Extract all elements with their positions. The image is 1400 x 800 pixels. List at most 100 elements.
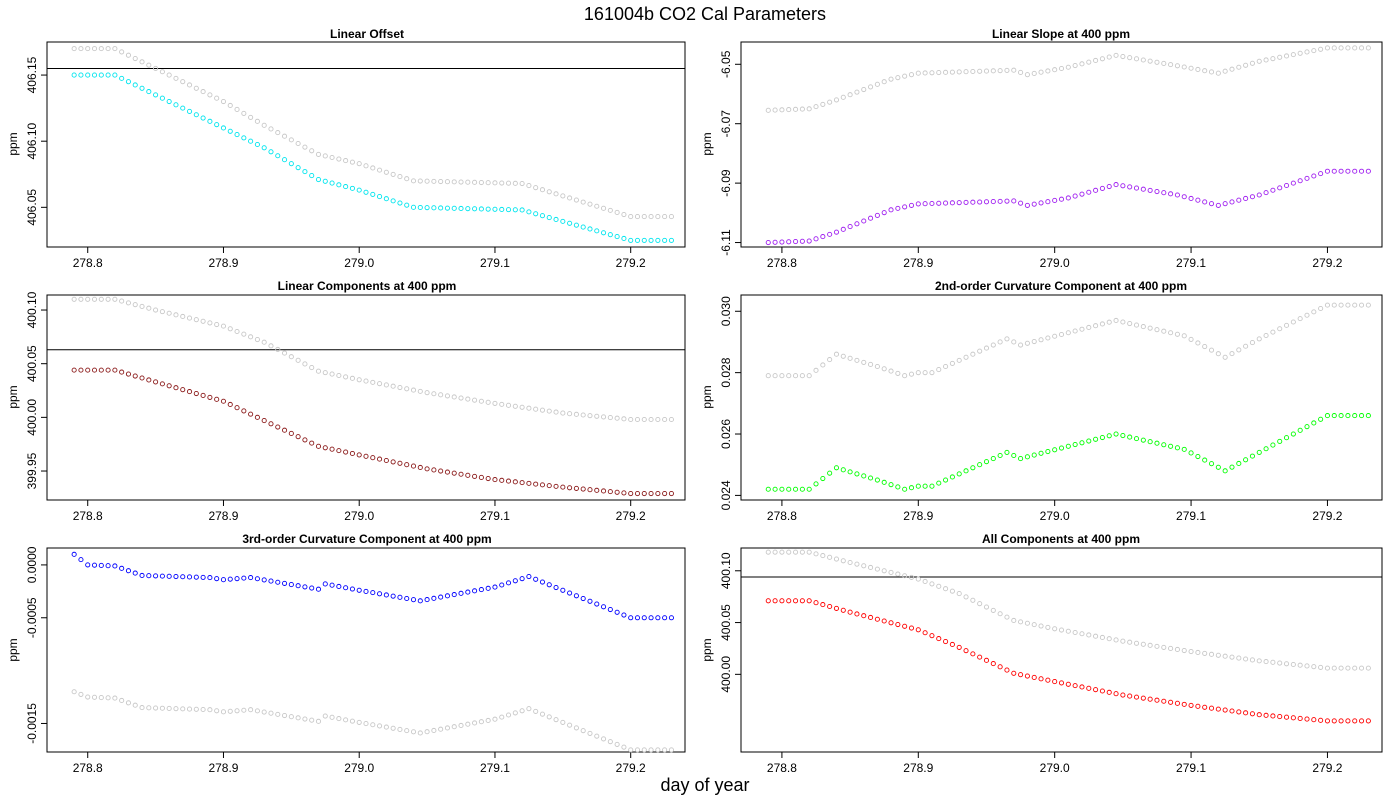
data-point [573, 411, 579, 417]
data-point [1215, 70, 1221, 76]
data-point [424, 466, 430, 472]
data-point [295, 140, 301, 147]
data-point [833, 351, 840, 357]
data-point [888, 368, 894, 374]
data-point [119, 49, 125, 55]
data-point [166, 72, 172, 78]
data-point [601, 205, 607, 211]
data-point [655, 214, 661, 220]
data-point [990, 607, 996, 613]
data-point [977, 199, 983, 205]
data-point [1133, 436, 1140, 442]
data-point [424, 390, 430, 396]
data-point [983, 459, 990, 465]
data-point [1031, 622, 1037, 628]
data-point [444, 593, 450, 599]
data-point [827, 470, 833, 476]
data-point [1256, 58, 1262, 64]
data-point [241, 575, 247, 581]
data-point [1004, 198, 1010, 204]
data-point [1004, 449, 1010, 455]
data-point [1297, 50, 1303, 56]
data-point [1052, 626, 1058, 632]
data-point [1215, 464, 1221, 470]
data-point [1072, 193, 1078, 199]
data-point [949, 588, 955, 594]
data-point [472, 720, 478, 726]
data-point [594, 733, 600, 739]
data-point [173, 385, 179, 391]
data-point [1011, 198, 1017, 204]
data-point [997, 452, 1003, 459]
data-point [1215, 706, 1221, 712]
data-point [1263, 190, 1269, 196]
data-point [220, 323, 227, 329]
data-point [526, 480, 532, 486]
data-point [275, 424, 281, 430]
data-point [902, 373, 908, 379]
plot-frame [46, 547, 686, 753]
plot-frame [46, 294, 686, 501]
data-point [505, 180, 512, 186]
data-point [85, 694, 91, 700]
data-point [881, 618, 887, 624]
data-point [949, 641, 955, 648]
data-point [793, 486, 799, 492]
data-point [1365, 168, 1371, 174]
data-point [786, 373, 792, 379]
data-point [908, 574, 915, 580]
data-point [888, 482, 894, 488]
data-point [779, 549, 785, 555]
y-axis-label: ppm [6, 638, 20, 661]
data-point [119, 565, 125, 571]
data-point [779, 598, 785, 604]
data-point [1283, 661, 1290, 667]
data-point [227, 708, 233, 714]
data-point [580, 224, 586, 230]
data-point [227, 401, 233, 408]
data-point [820, 475, 826, 482]
data-point [970, 351, 976, 357]
data-point [1277, 714, 1283, 720]
data-point [309, 365, 315, 371]
data-point [915, 576, 921, 582]
data-point [874, 81, 880, 87]
data-point [499, 477, 505, 483]
data-point [465, 589, 471, 595]
x-tick-label: 279.2 [616, 509, 646, 523]
data-point [397, 460, 403, 466]
data-point [772, 598, 778, 604]
data-point [105, 296, 111, 302]
data-point [621, 490, 627, 496]
data-point [512, 479, 518, 485]
data-point [628, 214, 634, 220]
data-point [329, 714, 335, 720]
data-point [485, 475, 491, 482]
data-point [854, 357, 860, 363]
data-point [895, 75, 901, 81]
data-point [214, 95, 220, 101]
data-point [485, 585, 491, 591]
data-point [970, 68, 976, 75]
data-point [806, 238, 812, 244]
data-point [1338, 665, 1344, 671]
data-point [847, 355, 853, 361]
data-point [874, 566, 880, 572]
data-point [1365, 665, 1371, 671]
data-point [125, 52, 131, 58]
data-point [1222, 201, 1228, 207]
data-point [1331, 302, 1337, 308]
data-point [78, 72, 84, 78]
data-point [472, 206, 478, 212]
data-point [956, 644, 962, 650]
data-point [1290, 431, 1296, 437]
data-point [404, 176, 410, 182]
data-point [956, 200, 962, 206]
data-point [492, 477, 498, 483]
data-point [1154, 440, 1160, 446]
data-point [539, 711, 546, 717]
data-point [397, 384, 403, 391]
plot-frame [740, 41, 1383, 248]
data-point [390, 593, 396, 599]
data-point [943, 363, 949, 370]
